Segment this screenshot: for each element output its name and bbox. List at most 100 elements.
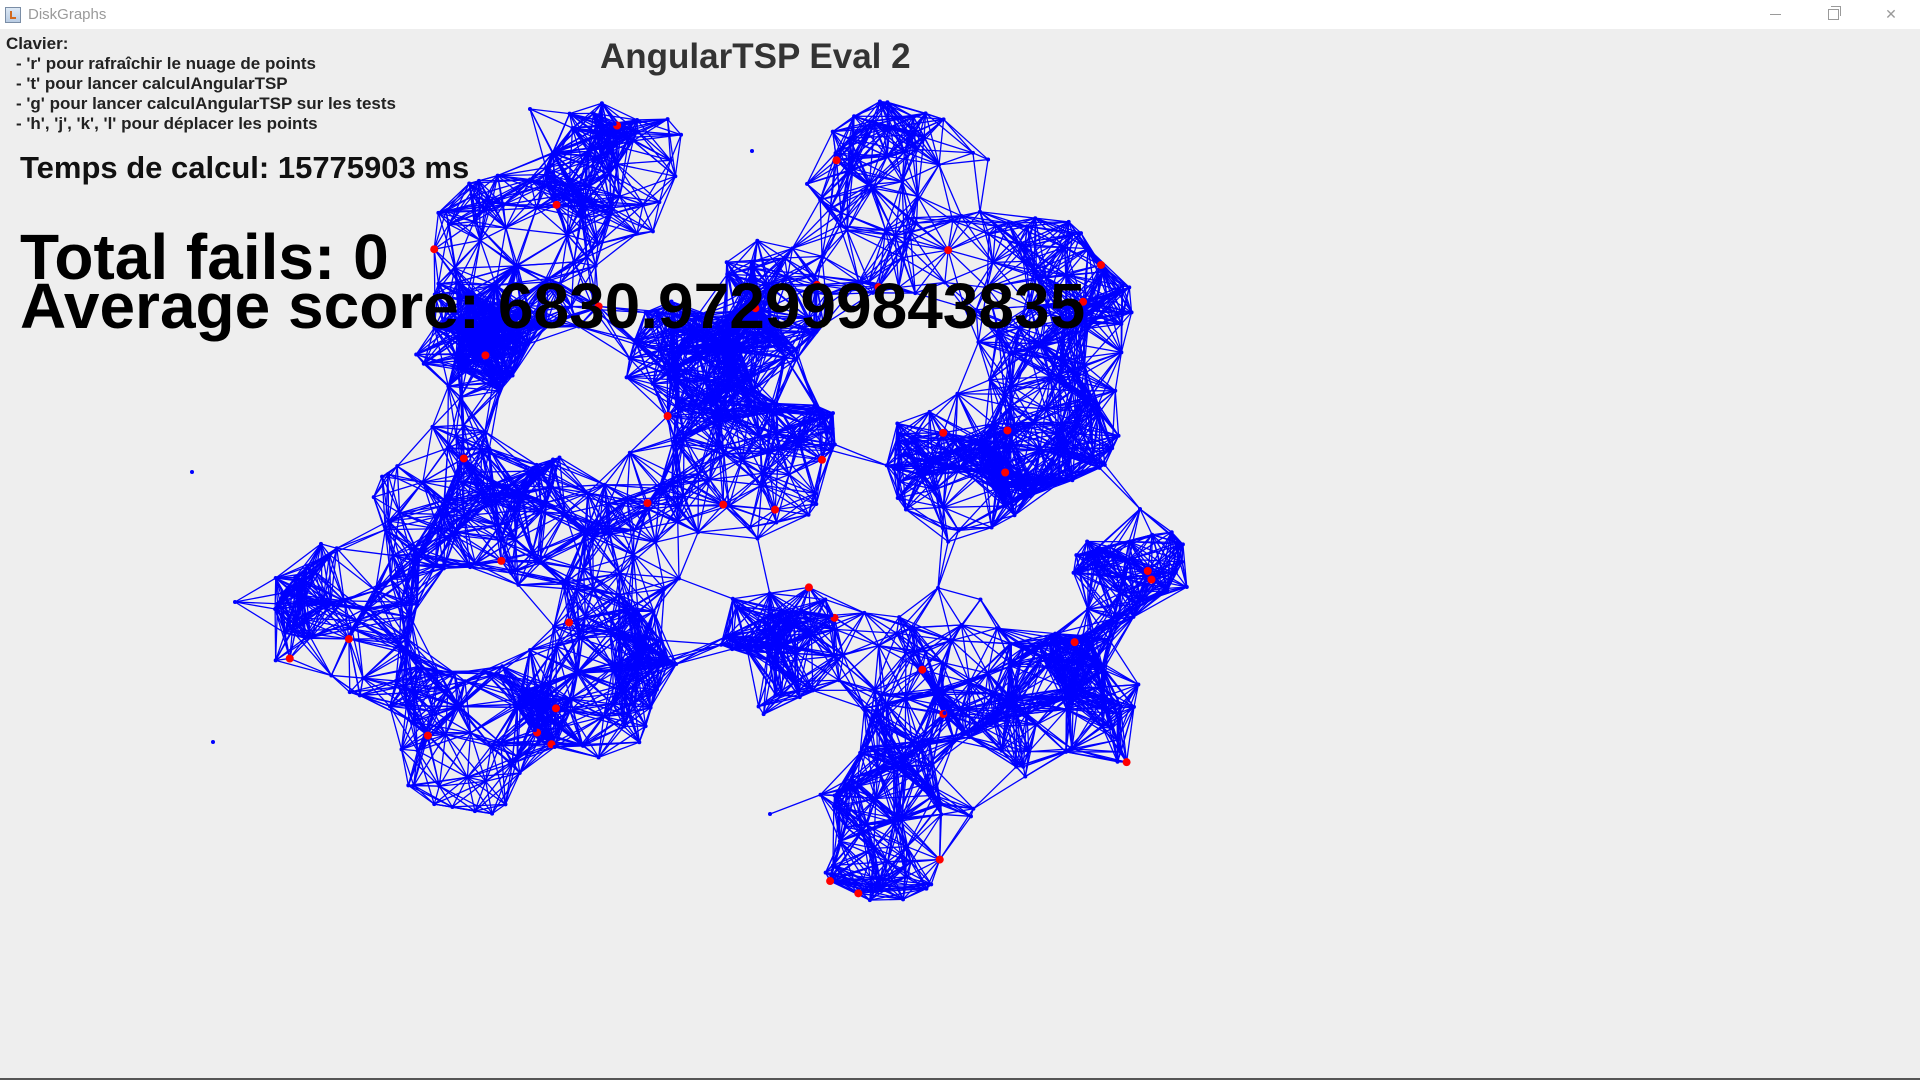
minimize-button[interactable] [1746, 0, 1804, 29]
graph-node [634, 231, 639, 236]
window-titlebar: DiskGraphs ✕ [0, 0, 1920, 29]
graph-node [635, 342, 640, 347]
graph-node [650, 381, 655, 386]
graph-node [942, 710, 947, 715]
graph-node [995, 324, 1000, 329]
graph-node [615, 162, 620, 167]
graph-node [495, 672, 500, 677]
graph-node [658, 638, 663, 643]
graph-node [1066, 219, 1071, 224]
graph-node [320, 602, 325, 607]
graph-node [297, 579, 302, 584]
graph-node [796, 436, 801, 441]
graph-node [357, 693, 362, 698]
close-button[interactable]: ✕ [1862, 0, 1920, 29]
graph-node [233, 600, 237, 604]
graph-node [885, 100, 890, 105]
graph-node [918, 743, 923, 748]
graph-node [908, 230, 913, 235]
graph-node [996, 331, 1001, 336]
graph-node [1080, 317, 1085, 322]
graph-node [1046, 641, 1051, 646]
graph-node [1064, 696, 1069, 701]
graph-node [793, 679, 798, 684]
graph-node [879, 693, 884, 698]
graph-node [273, 607, 278, 612]
graph-node [870, 890, 875, 895]
graph-node [852, 114, 857, 119]
graph-node [388, 577, 393, 582]
graph-node [313, 569, 318, 574]
graph-node [1007, 660, 1012, 665]
graph-canvas[interactable] [0, 29, 1920, 1078]
graph-node [897, 615, 902, 620]
graph-node [1080, 458, 1085, 463]
graph-node [1063, 318, 1068, 323]
graph-node [1129, 310, 1134, 315]
graph-node [371, 495, 376, 500]
graph-node [524, 687, 529, 692]
graph-node [551, 457, 556, 462]
graph-node [509, 571, 514, 576]
restore-button[interactable] [1804, 0, 1862, 29]
graph-node [1110, 616, 1115, 621]
graph-node [485, 339, 490, 344]
graph-node [582, 531, 587, 536]
graph-node [516, 326, 521, 331]
graph-node [792, 622, 797, 627]
graph-node [974, 307, 979, 312]
graph-node [720, 324, 725, 329]
graph-node [835, 793, 840, 798]
graph-node [1078, 231, 1083, 236]
graph-node [1120, 283, 1125, 288]
graph-node [790, 609, 795, 614]
graph-node [938, 801, 943, 806]
graph-node [421, 361, 426, 366]
graph-node [1133, 601, 1138, 606]
graph-node [349, 626, 354, 631]
graph-node [564, 579, 569, 584]
graph-node [971, 806, 976, 811]
graph-node [902, 241, 907, 246]
graph-node [718, 416, 723, 421]
graph-node [1021, 645, 1026, 650]
graph-node [1081, 633, 1086, 638]
graph-node [590, 535, 595, 540]
graph-node [1057, 375, 1062, 380]
graph-node [436, 669, 441, 674]
graph-node [1058, 446, 1063, 451]
graph-node [403, 647, 408, 652]
graph-node [913, 147, 918, 152]
graph-node [922, 135, 927, 140]
graph-node [932, 487, 937, 492]
graph-node [495, 312, 500, 317]
highlighted-node [1003, 426, 1012, 435]
graph-node [397, 511, 402, 516]
graph-node [864, 744, 869, 749]
graph-node [622, 724, 627, 729]
graph-node [1109, 726, 1114, 731]
graph-node [516, 489, 521, 494]
graph-node [1109, 551, 1114, 556]
graph-node [328, 601, 333, 606]
graph-node [768, 339, 773, 344]
graph-node [993, 223, 998, 228]
graph-node [518, 696, 523, 701]
graph-node [806, 512, 811, 517]
graph-node [612, 121, 617, 126]
graph-node [1119, 321, 1124, 326]
graph-node [1003, 714, 1008, 719]
graph-node [773, 692, 778, 697]
graph-node [830, 426, 835, 431]
graph-node [452, 266, 457, 271]
graph-node [856, 280, 861, 285]
graph-node [411, 783, 416, 788]
graph-node [636, 609, 641, 614]
graph-node [707, 477, 712, 482]
graph-node [654, 309, 659, 314]
graph-node [1165, 586, 1170, 591]
graph-node [465, 775, 470, 780]
graph-node [1023, 244, 1028, 249]
graph-node [593, 263, 598, 268]
graph-node [931, 793, 936, 798]
